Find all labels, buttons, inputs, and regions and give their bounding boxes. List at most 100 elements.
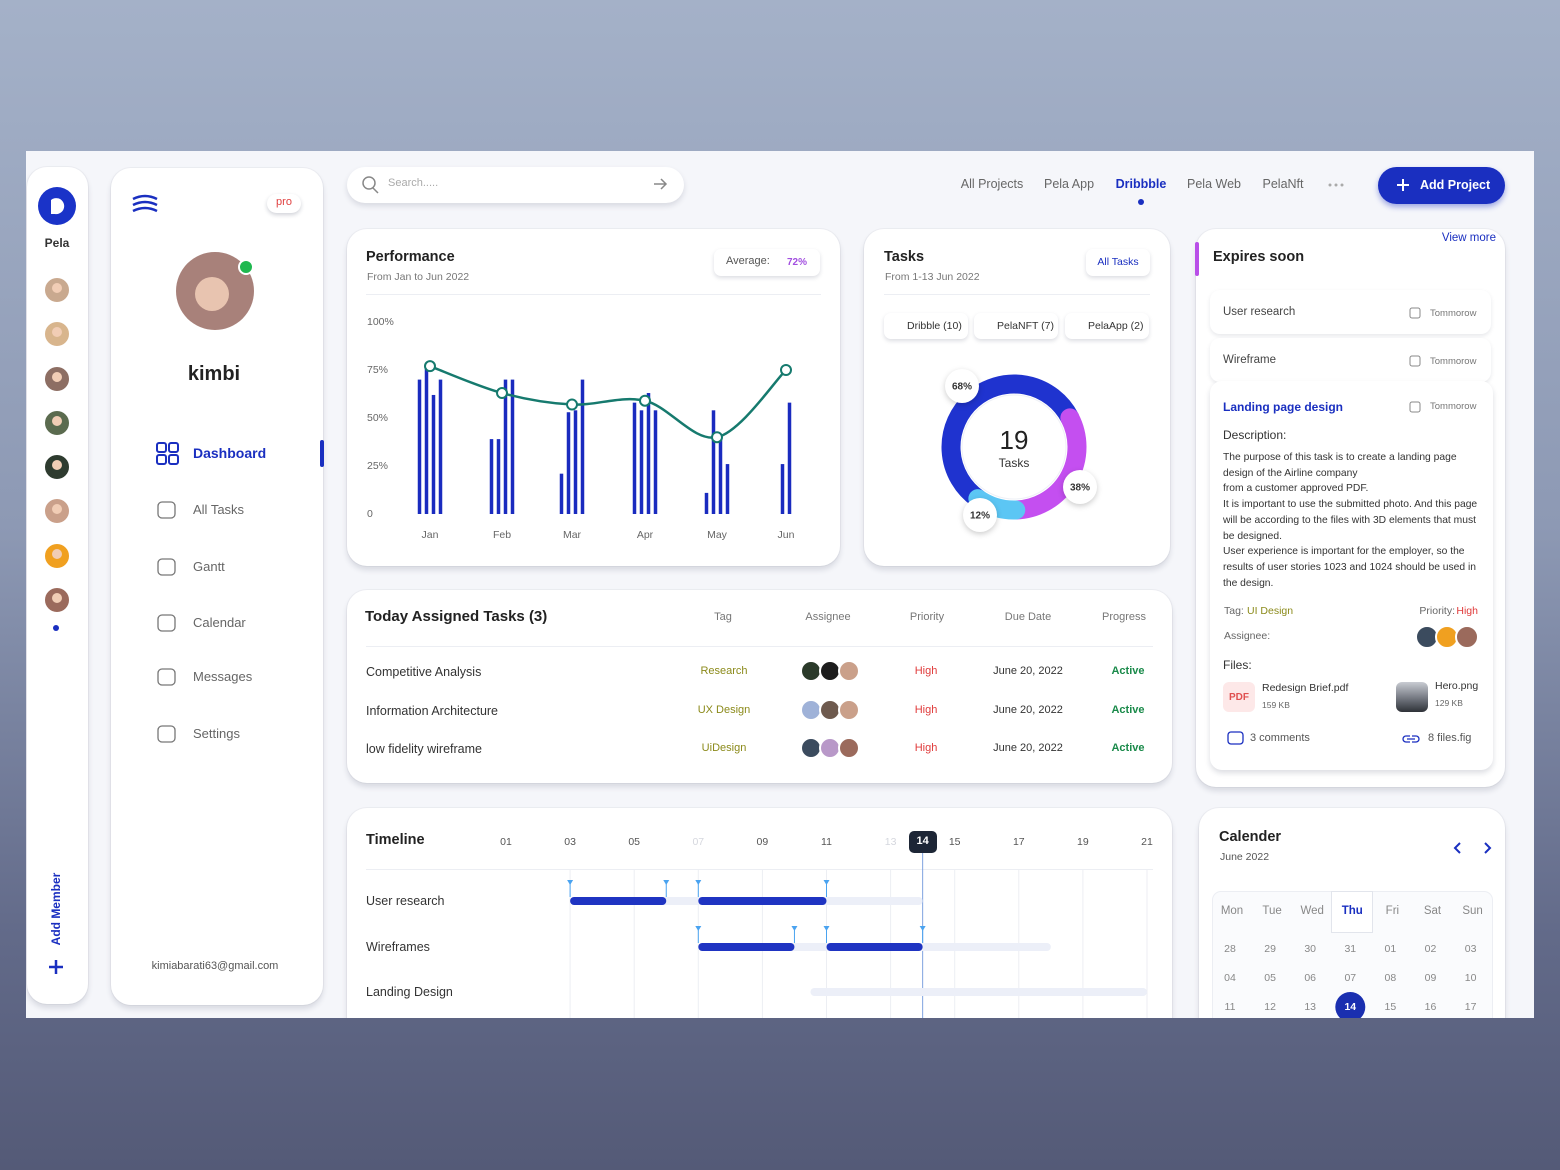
calendar-day[interactable]: 13: [1304, 1000, 1317, 1013]
segment-flag: [823, 880, 830, 885]
view-more[interactable]: View more: [1441, 232, 1496, 245]
assigned-card: [347, 590, 1172, 783]
legend-pill[interactable]: [884, 313, 968, 339]
button-label[interactable]: All Tasks: [1097, 255, 1139, 268]
task-name[interactable]: low fidelity wireframe: [366, 741, 483, 756]
legend-pill[interactable]: [974, 313, 1058, 339]
assignee-avatar: [800, 660, 822, 682]
calendar-day[interactable]: 04: [1224, 971, 1236, 984]
task-name[interactable]: Competitive Analysis: [366, 664, 482, 679]
donut-value-label: 38%: [1070, 483, 1090, 494]
app: 100% 75% 50% 25% 0 Jan Feb Mar Apr May Jun 68% 12% 38…: [26, 151, 1534, 1018]
segment-flag: [919, 926, 926, 931]
brand-stripe: [132, 194, 158, 201]
brand-name: Pela: [44, 235, 70, 250]
timeline-row-label[interactable]: Wireframes: [366, 939, 430, 954]
file-size: 129 KB: [1435, 697, 1463, 708]
expires-item[interactable]: [1210, 290, 1491, 334]
calendar-day[interactable]: 02: [1424, 942, 1437, 955]
avatar-face: [52, 327, 62, 337]
comment-icon: [1227, 731, 1244, 745]
more-dot: [53, 625, 59, 631]
more-dots: [1328, 183, 1332, 187]
legend-label[interactable]: Dribble (10): [907, 319, 962, 332]
timeline-segment: [698, 897, 827, 905]
card-title: Expires soon: [1213, 249, 1305, 266]
nav-item[interactable]: All Tasks: [193, 502, 245, 518]
timeline-row-label[interactable]: User research: [366, 893, 445, 908]
y-tick-label: 100%: [367, 316, 394, 328]
calendar-day[interactable]: 03: [1464, 942, 1477, 955]
nav-icon: [168, 454, 179, 465]
assignee-label: Assignee:: [1224, 629, 1271, 642]
calendar-day[interactable]: 15: [1384, 1000, 1397, 1013]
timeline-tick: 14: [916, 835, 929, 848]
task-name[interactable]: Information Architecture: [366, 703, 499, 718]
value-bubble: [945, 369, 979, 403]
comments[interactable]: 3 comments: [1250, 732, 1310, 745]
nav-item[interactable]: Gantt: [193, 559, 225, 575]
accent-bar: [1195, 242, 1199, 276]
segment-flag: [695, 880, 702, 885]
project-tab[interactable]: Pela App: [1043, 176, 1095, 191]
value-bubble: [963, 498, 997, 532]
search-placeholder: Search.....: [388, 177, 439, 190]
donut-value-label: 68%: [952, 382, 972, 393]
nav-item[interactable]: Settings: [193, 726, 240, 742]
calendar-day[interactable]: 28: [1224, 942, 1236, 955]
nav-item[interactable]: Messages: [193, 669, 253, 685]
search-box[interactable]: [347, 167, 684, 203]
calendar-day[interactable]: 17: [1464, 1000, 1477, 1013]
legend-label[interactable]: PelaApp (2): [1088, 319, 1144, 332]
task-progress: Active: [1111, 742, 1145, 755]
x-tick-label: May: [707, 529, 728, 541]
nav-item[interactable]: Dashboard: [193, 444, 267, 461]
calendar-day[interactable]: 31: [1344, 942, 1357, 955]
file-name[interactable]: Redesign Brief.pdf: [1262, 681, 1349, 694]
calendar-day[interactable]: 10: [1464, 971, 1477, 984]
legend-pill[interactable]: [1065, 313, 1149, 339]
expires-name[interactable]: User research: [1223, 306, 1296, 319]
description-paragraph: It is important to use the submitted pho…: [1223, 499, 1478, 542]
project-tab[interactable]: All Projects: [960, 176, 1024, 191]
divider: [884, 294, 1150, 295]
timeline-tick: 17: [1012, 835, 1025, 848]
add-project-label: Add Project: [1420, 177, 1491, 192]
calendar-day[interactable]: 08: [1384, 971, 1397, 984]
avatar-face: [52, 372, 62, 382]
bar: [632, 402, 637, 514]
legend-label[interactable]: PelaNFT (7): [997, 319, 1054, 332]
expires-name[interactable]: Wireframe: [1223, 354, 1277, 367]
calendar-day[interactable]: 05: [1264, 971, 1276, 984]
bar: [431, 394, 436, 514]
calendar-day[interactable]: 01: [1384, 942, 1397, 955]
calendar-day[interactable]: 07: [1344, 971, 1357, 984]
calendar-day[interactable]: 30: [1304, 942, 1317, 955]
all-tasks-button[interactable]: [1086, 249, 1150, 276]
calendar-day[interactable]: 11: [1224, 1000, 1236, 1013]
calendar-day[interactable]: 16: [1424, 1000, 1437, 1013]
add-member[interactable]: Add Member: [49, 872, 63, 946]
bar: [510, 379, 515, 514]
calendar-day[interactable]: 09: [1424, 971, 1437, 984]
project-tab[interactable]: PelaNft: [1262, 176, 1304, 191]
expires-due: Tommorow: [1430, 356, 1477, 368]
project-tab[interactable]: Pela Web: [1187, 176, 1241, 191]
expires-item[interactable]: [1210, 338, 1491, 382]
next-month: [1484, 842, 1492, 854]
profile-email: kimiabarati63@gmail.com: [151, 960, 279, 973]
calendar-day[interactable]: 06: [1304, 971, 1317, 984]
column-header: Tag: [714, 611, 732, 624]
brand-stripe: [132, 200, 158, 207]
task-progress: Active: [1111, 704, 1145, 717]
project-tab[interactable]: Dribbble: [1115, 176, 1167, 191]
figma-files[interactable]: 8 files.fig: [1428, 732, 1472, 745]
timeline-row-label[interactable]: Landing Design: [366, 984, 453, 999]
calendar-day[interactable]: 12: [1264, 1000, 1276, 1013]
file-name[interactable]: Hero.png: [1435, 679, 1479, 692]
link-icon: [1402, 735, 1420, 743]
nav-item[interactable]: Calendar: [193, 615, 246, 631]
calendar-day[interactable]: 14: [1344, 1000, 1357, 1013]
assignee-avatar: [838, 737, 860, 759]
calendar-day[interactable]: 29: [1264, 942, 1276, 955]
